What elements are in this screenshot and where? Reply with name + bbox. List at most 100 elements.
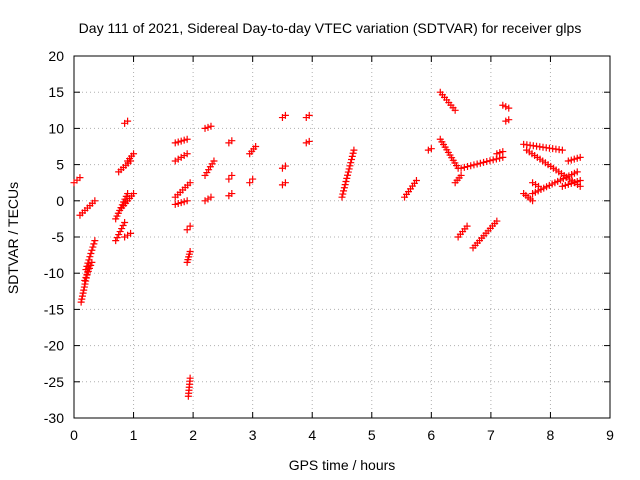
data-point	[127, 229, 135, 237]
x-tick-label: 9	[606, 427, 614, 443]
data-point	[502, 117, 510, 125]
data-point	[171, 139, 179, 147]
data-point	[91, 197, 99, 205]
data-point	[345, 165, 353, 173]
data-point	[87, 249, 95, 257]
data-point	[186, 222, 194, 230]
data-point	[473, 160, 481, 168]
y-tick-label: -10	[44, 265, 64, 281]
data-point	[424, 146, 432, 154]
data-point	[210, 157, 218, 165]
data-point	[78, 292, 86, 300]
data-point	[476, 159, 484, 167]
data-point	[343, 174, 351, 182]
x-tick-label: 2	[189, 427, 197, 443]
data-point	[339, 190, 347, 198]
x-tick-label: 7	[487, 427, 495, 443]
data-point	[228, 137, 236, 145]
data-point	[305, 111, 313, 119]
x-tick-label: 5	[368, 427, 376, 443]
data-point	[564, 157, 572, 165]
data-point	[88, 246, 96, 254]
data-point	[177, 137, 185, 145]
data-point	[576, 177, 584, 185]
data-point	[573, 168, 581, 176]
data-point	[346, 162, 354, 170]
data-point	[505, 104, 513, 112]
data-point	[225, 175, 233, 183]
data-point	[130, 190, 138, 198]
data-point	[124, 117, 132, 125]
data-point	[119, 222, 127, 230]
data-point	[183, 150, 191, 158]
data-point	[130, 150, 138, 158]
data-point	[171, 200, 179, 208]
data-point	[342, 177, 350, 185]
data-point	[558, 146, 566, 154]
x-tick-label: 0	[70, 427, 78, 443]
gridlines	[74, 56, 610, 418]
data-point	[76, 174, 84, 182]
data-point	[467, 162, 475, 170]
y-tick-label: 0	[56, 193, 64, 209]
data-point	[573, 154, 581, 162]
data-point	[350, 146, 358, 154]
chart-title: Day 111 of 2021, Sidereal Day-to-day VTE…	[79, 20, 582, 36]
data-point	[567, 156, 575, 164]
x-axis-label: GPS time / hours	[289, 457, 396, 473]
data-point	[573, 177, 581, 185]
data-point	[116, 228, 124, 236]
data-point	[174, 200, 182, 208]
data-point	[115, 231, 123, 239]
data-point	[499, 148, 507, 156]
data-point	[340, 187, 348, 195]
x-tick-label: 4	[308, 427, 316, 443]
data-point	[80, 283, 88, 291]
data-point	[535, 182, 543, 190]
y-axis: -30 -25 -20 -15 -10 -5 0 5 10 15 20	[44, 48, 610, 426]
data-point	[340, 184, 348, 192]
y-tick-label: 20	[48, 48, 64, 64]
data-point	[496, 149, 504, 157]
data-point	[493, 150, 501, 158]
data-point	[177, 199, 185, 207]
data-point	[91, 237, 99, 245]
data-point	[183, 197, 191, 205]
data-point	[564, 180, 572, 188]
data-point	[302, 139, 310, 147]
data-point	[347, 159, 355, 167]
y-tick-label: -25	[44, 374, 64, 390]
data-point	[348, 156, 356, 164]
data-point	[183, 226, 191, 234]
data-point	[576, 153, 584, 161]
data-point	[246, 179, 254, 187]
data-point	[78, 295, 86, 303]
data-point	[502, 103, 510, 111]
data-point	[249, 175, 257, 183]
data-point	[121, 219, 129, 227]
data-point	[529, 197, 537, 205]
data-point	[87, 261, 95, 269]
data-point	[460, 163, 468, 171]
data-point	[84, 267, 92, 275]
y-tick-label: 5	[56, 157, 64, 173]
y-tick-label: -30	[44, 410, 64, 426]
data-point	[118, 225, 126, 233]
data-point	[493, 217, 501, 225]
data-points	[70, 88, 584, 400]
data-point	[505, 116, 513, 124]
x-tick-label: 1	[130, 427, 138, 443]
data-point	[86, 253, 94, 261]
data-point	[344, 171, 352, 179]
y-tick-label: -5	[52, 229, 65, 245]
data-point	[561, 181, 569, 189]
data-point	[89, 243, 97, 251]
data-point	[341, 181, 349, 189]
data-point	[180, 198, 188, 206]
y-tick-label: -20	[44, 338, 64, 354]
data-point	[252, 143, 260, 150]
y-tick-label: 15	[48, 84, 64, 100]
data-point	[90, 240, 98, 248]
data-point	[427, 145, 435, 153]
